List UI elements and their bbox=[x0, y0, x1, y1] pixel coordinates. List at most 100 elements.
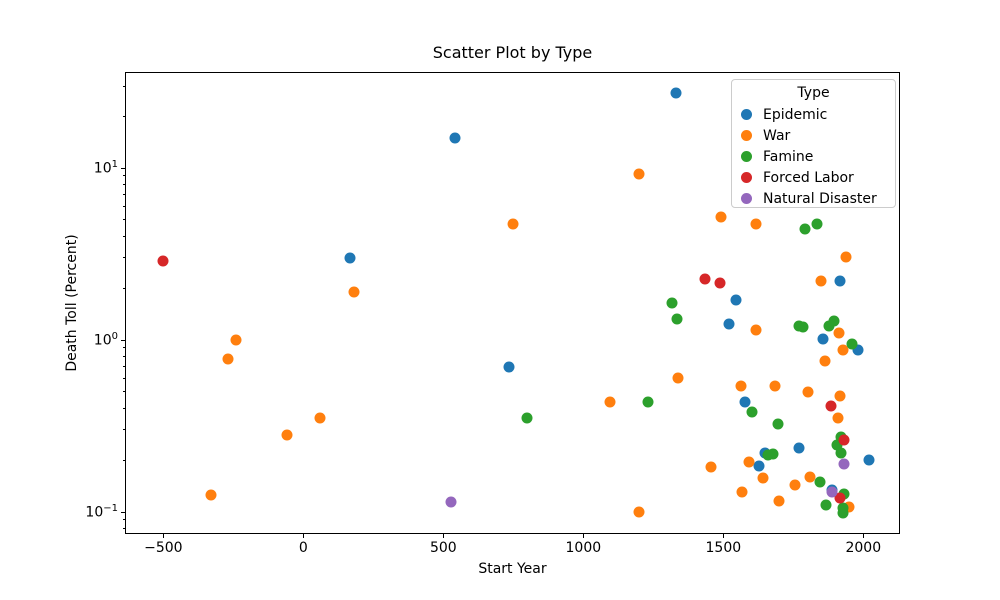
y-minor-tick-mark bbox=[123, 257, 125, 259]
point-war bbox=[832, 412, 844, 424]
legend-label: War bbox=[763, 127, 791, 144]
point-epidemic bbox=[753, 460, 765, 472]
legend-swatch-icon bbox=[741, 172, 752, 183]
point-famine bbox=[835, 447, 847, 459]
point-war bbox=[507, 218, 519, 230]
y-minor-tick-mark bbox=[123, 236, 125, 237]
point-famine bbox=[671, 313, 683, 325]
y-minor-tick-mark bbox=[123, 519, 125, 521]
legend-swatch-icon bbox=[741, 151, 752, 162]
point-famine bbox=[823, 320, 835, 332]
y-tick-label: 10−1 bbox=[85, 503, 118, 521]
y-tick-mark bbox=[121, 167, 125, 169]
point-famine bbox=[767, 448, 779, 460]
point-epidemic bbox=[793, 442, 805, 454]
point-war bbox=[750, 218, 762, 230]
point-natural-disaster bbox=[445, 496, 457, 508]
y-minor-tick-mark bbox=[123, 528, 125, 530]
point-epidemic bbox=[670, 87, 682, 99]
point-war bbox=[705, 461, 717, 473]
x-tick-label: −500 bbox=[144, 540, 183, 556]
point-war bbox=[604, 396, 616, 408]
point-epidemic bbox=[730, 294, 742, 306]
legend-item-epidemic: Epidemic bbox=[732, 104, 895, 125]
y-axis-label: Death Toll (Percent) bbox=[64, 234, 80, 372]
point-war bbox=[230, 334, 242, 346]
point-natural-disaster bbox=[838, 458, 850, 470]
point-war bbox=[773, 495, 785, 507]
point-epidemic bbox=[852, 344, 864, 356]
point-war bbox=[205, 489, 217, 501]
x-tick-mark bbox=[862, 534, 864, 538]
point-epidemic bbox=[503, 361, 515, 373]
point-forced-labor bbox=[157, 255, 169, 267]
point-forced-labor bbox=[838, 434, 850, 446]
point-famine bbox=[831, 439, 843, 451]
legend-item-natural-disaster: Natural Disaster bbox=[732, 188, 895, 209]
y-minor-tick-mark bbox=[123, 287, 125, 289]
y-tick-mark bbox=[121, 511, 125, 513]
point-war bbox=[819, 355, 831, 367]
point-natural-disaster bbox=[826, 486, 838, 498]
point-epidemic bbox=[344, 252, 356, 264]
legend-swatch-icon bbox=[741, 109, 752, 120]
point-war bbox=[736, 486, 748, 498]
y-tick-label: 101 bbox=[93, 159, 118, 177]
x-tick-mark bbox=[582, 534, 584, 538]
point-war bbox=[633, 506, 645, 518]
y-minor-tick-mark bbox=[123, 459, 125, 461]
y-minor-tick-mark bbox=[123, 429, 125, 431]
point-famine bbox=[838, 488, 850, 500]
point-war bbox=[222, 353, 234, 365]
x-axis-label: Start Year bbox=[478, 561, 547, 577]
x-tick-mark bbox=[162, 534, 164, 538]
point-war bbox=[837, 344, 849, 356]
legend-item-war: War bbox=[732, 125, 895, 146]
point-famine bbox=[811, 218, 823, 230]
y-minor-tick-mark bbox=[123, 175, 125, 177]
point-war bbox=[815, 275, 827, 287]
point-forced-labor bbox=[699, 273, 711, 285]
legend-item-famine: Famine bbox=[732, 146, 895, 167]
legend-title: Type bbox=[797, 85, 830, 101]
y-tick-mark bbox=[121, 339, 125, 341]
point-epidemic bbox=[863, 454, 875, 466]
y-minor-tick-mark bbox=[123, 184, 125, 186]
legend-swatch-icon bbox=[741, 130, 752, 141]
legend-label: Famine bbox=[763, 148, 814, 165]
point-famine bbox=[642, 396, 654, 408]
point-war bbox=[834, 390, 846, 402]
x-tick-label: 1500 bbox=[705, 540, 742, 556]
point-epidemic bbox=[739, 396, 751, 408]
y-minor-tick-mark bbox=[123, 377, 125, 379]
point-famine bbox=[797, 321, 809, 333]
point-war bbox=[750, 324, 762, 336]
y-minor-tick-mark bbox=[123, 205, 125, 207]
y-minor-tick-mark bbox=[123, 366, 125, 368]
point-epidemic bbox=[449, 132, 461, 144]
y-minor-tick-mark bbox=[123, 194, 125, 196]
point-war bbox=[769, 380, 781, 392]
x-tick-label: 1000 bbox=[565, 540, 602, 556]
point-war bbox=[843, 501, 855, 513]
legend: Type Epidemic War Famine Forced Labor Natura… bbox=[731, 79, 896, 208]
point-famine bbox=[799, 223, 811, 235]
point-forced-labor bbox=[825, 400, 837, 412]
point-war bbox=[833, 327, 845, 339]
point-epidemic bbox=[723, 318, 735, 330]
y-minor-tick-mark bbox=[123, 407, 125, 409]
point-war bbox=[633, 168, 645, 180]
chart-title: Scatter Plot by Type bbox=[432, 43, 593, 62]
point-forced-labor bbox=[714, 277, 726, 289]
y-tick-label: 100 bbox=[93, 331, 118, 349]
point-war bbox=[715, 211, 727, 223]
point-forced-labor bbox=[834, 492, 846, 504]
legend-label: Epidemic bbox=[763, 106, 828, 123]
point-epidemic bbox=[834, 275, 846, 287]
y-minor-tick-mark bbox=[123, 85, 125, 87]
point-famine bbox=[814, 476, 826, 488]
point-war bbox=[802, 386, 814, 398]
point-famine bbox=[746, 406, 758, 418]
x-tick-mark bbox=[442, 534, 444, 538]
